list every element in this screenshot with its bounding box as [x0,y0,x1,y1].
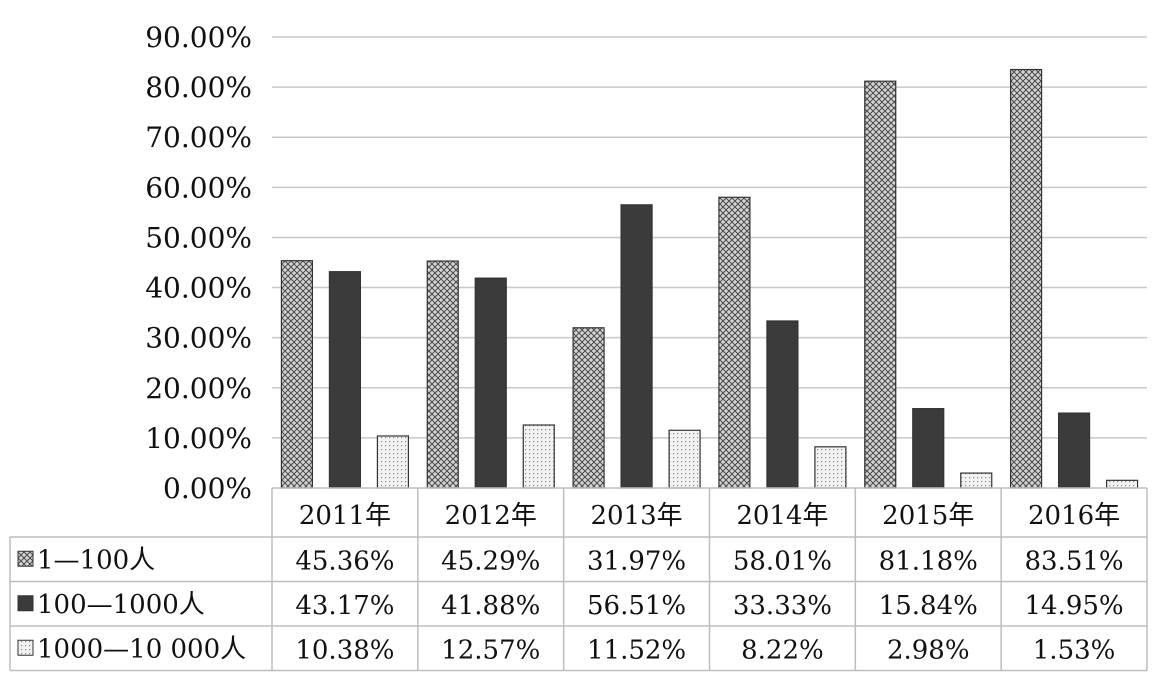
y-tick-label: 40.00% [145,272,252,305]
category-label: 2015年 [882,501,974,531]
y-tick-label: 50.00% [145,221,252,254]
data-label: 83.51% [1025,546,1124,576]
series-name: 1000—10 000人 [37,634,246,664]
data-label: 58.01% [733,546,832,576]
data-label: 8.22% [741,635,824,665]
data-label: 31.97% [587,546,686,576]
series-name: 1—100人 [37,545,155,575]
data-label: 15.84% [879,591,978,621]
bar-3-2 [522,424,555,489]
bar-2-3 [620,204,653,489]
data-table: 2011年 2012年 2013年 2014年 2015年 2016年 1—100人 45.3… [9,487,1148,672]
data-label: 11.52% [587,635,686,665]
gridlines [272,36,1147,439]
bar-3-5 [960,472,993,489]
bar-3-3 [668,429,701,489]
data-label: 10.38% [295,635,394,665]
bar-2-4 [766,320,799,489]
data-label: 12.57% [441,635,540,665]
y-tick-label: 80.00% [145,71,252,104]
y-tick-label: 90.00% [145,21,252,54]
data-label: 56.51% [587,591,686,621]
data-label: 43.17% [295,591,394,621]
bar-3-4 [814,446,847,489]
category-label: 2012年 [445,501,537,531]
bar-1-6 [1009,68,1043,489]
series-name: 100—1000人 [37,590,205,620]
y-tick-label: 20.00% [145,372,252,405]
y-tick-label: 0.00% [163,472,252,505]
category-label: 2016年 [1028,501,1120,531]
bar-1-3 [572,327,605,489]
category-label: 2013年 [590,501,682,531]
bar-2-6 [1057,412,1091,489]
data-label: 45.36% [295,546,394,576]
data-label: 2.98% [887,635,970,665]
y-tick-label: 10.00% [145,422,252,455]
y-axis-ticks: 0.00% 10.00% 20.00% 30.00% 40.00% 50.00% 60.00… [145,21,252,505]
bar-1-1 [280,260,314,489]
bar-3-1 [376,435,410,489]
bar-3-6 [1105,479,1139,489]
y-tick-label: 30.00% [145,322,252,355]
bar-2-5 [912,408,945,489]
data-label: 81.18% [879,546,978,576]
data-label: 1.53% [1033,635,1116,665]
legend-swatch-1 [17,550,34,567]
y-tick-label: 70.00% [145,121,252,154]
category-label: 2014年 [736,501,828,531]
data-label: 33.33% [733,591,832,621]
bar-1-4 [718,196,751,489]
data-label: 14.95% [1025,591,1124,621]
bars [280,68,1139,489]
bar-1-5 [864,80,897,489]
data-label: 41.88% [441,591,540,621]
category-label: 2011年 [299,501,391,531]
y-tick-label: 60.00% [145,171,252,204]
bar-2-1 [328,271,362,489]
legend-swatch-2 [17,595,34,612]
legend-swatch-3 [17,639,34,656]
bar-1-2 [426,260,459,489]
data-label: 45.29% [441,546,540,576]
bar-2-2 [474,277,507,489]
